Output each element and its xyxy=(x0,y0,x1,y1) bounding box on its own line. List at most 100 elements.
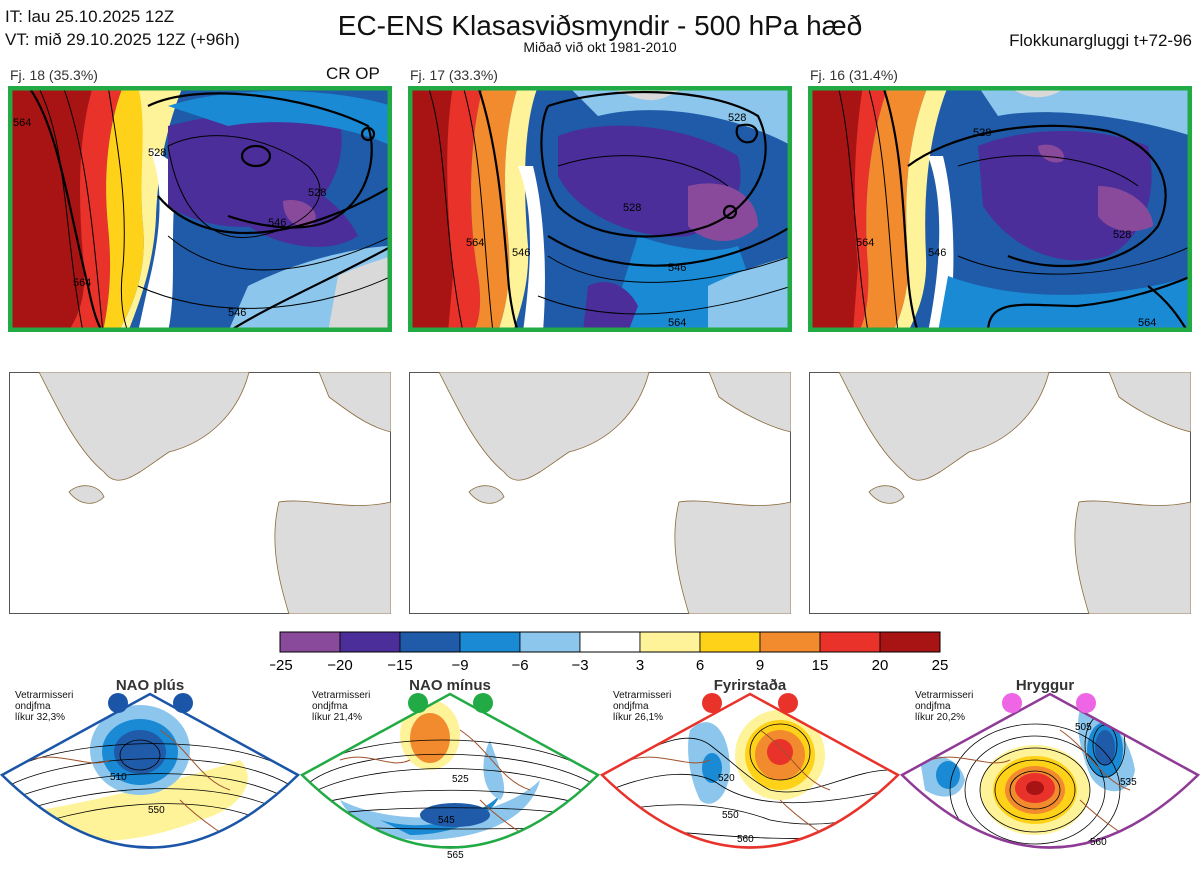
regime-2-contour-label: 565 xyxy=(447,850,464,861)
cluster-2-contour-label: 528 xyxy=(623,202,641,214)
colorbar-tick-label: −3 xyxy=(571,657,588,674)
colorbar: −25 −20 −15 −9 −6 −3 3 6 9 15 20 25 xyxy=(270,631,949,674)
regime-4-info: Vetrarmisseri ondjfma líkur 20,2% xyxy=(915,690,973,723)
regime-4-contour-label: 535 xyxy=(1120,777,1137,788)
regime-4-contour-label: 560 xyxy=(1090,837,1107,848)
colorbar-tick-label: −15 xyxy=(387,657,412,674)
regime-4-contour-label: 505 xyxy=(1075,722,1092,733)
colorbar-tick-label: −6 xyxy=(511,657,528,674)
regime-2-text2: ondjfma xyxy=(312,701,348,712)
regime-4-frame xyxy=(900,692,1200,849)
cluster-1-contour-label: 546 xyxy=(228,307,246,319)
regime-4-text2: ondjfma xyxy=(915,701,951,712)
regime-1-text1: Vetrarmisseri xyxy=(15,690,74,701)
cluster-2-label: Fj. 17 (33.3%) xyxy=(410,67,498,83)
cluster-2-contour-label: 528 xyxy=(728,112,746,124)
cluster-3-contour-label: 528 xyxy=(973,127,991,139)
colorbar-swatch xyxy=(639,631,701,653)
colorbar-swatch xyxy=(519,631,581,653)
cluster-2-map: 564 546 528 528 546 564 xyxy=(408,86,792,332)
valid-time: VT: mið 29.10.2025 12Z (+96h) xyxy=(5,30,240,49)
colorbar-tick-label: 25 xyxy=(932,657,949,674)
regime-1-prob: líkur 32,3% xyxy=(15,712,66,723)
regime-1-text2: ondjfma xyxy=(15,701,51,712)
cluster-3-contour-label: 546 xyxy=(928,247,946,259)
regime-3-prob: líkur 26,1% xyxy=(613,712,664,723)
window-label: Flokkunargluggi t+72-96 xyxy=(1009,31,1192,50)
regime-3-text1: Vetrarmisseri xyxy=(613,690,672,701)
cluster-2-contour-label: 564 xyxy=(466,237,484,249)
empty-map-1 xyxy=(9,372,391,614)
regime-4-title: Hryggur xyxy=(1015,677,1075,694)
regime-2-prob: líkur 21,4% xyxy=(312,712,363,723)
cluster-1-label: Fj. 18 (35.3%) xyxy=(10,67,98,83)
cluster-3-frame xyxy=(808,86,1192,332)
regime-1-marker xyxy=(108,693,128,713)
empty-map-2 xyxy=(409,372,791,614)
colorbar-swatch xyxy=(399,631,461,653)
colorbar-swatch xyxy=(699,631,761,653)
init-time: IT: lau 25.10.2025 12Z xyxy=(5,7,175,26)
regime-4-prob: líkur 20,2% xyxy=(915,712,966,723)
cluster-1-contour-label: 528 xyxy=(148,147,166,159)
colorbar-tick-label: −9 xyxy=(451,657,468,674)
colorbar-tick-label: 3 xyxy=(636,657,644,674)
cluster-2-contour-label: 546 xyxy=(512,247,530,259)
header-info: IT: lau 25.10.2025 12Z VT: mið 29.10.202… xyxy=(5,5,240,51)
cluster-1-contour-label: 564 xyxy=(73,277,91,289)
cluster-3-map: 564 528 528 546 564 xyxy=(808,86,1192,332)
cluster-3-label: Fj. 16 (31.4%) xyxy=(810,67,898,83)
page-title: EC-ENS Klasasviðsmyndir - 500 hPa hæð xyxy=(337,10,863,41)
colorbar-tick-label: 6 xyxy=(696,657,704,674)
regime-2-map: 525 545 565 xyxy=(300,692,600,861)
colorbar-swatch xyxy=(339,631,401,653)
cluster-1-contour-label: 546 xyxy=(268,217,286,229)
regime-2-frame xyxy=(300,692,600,849)
regime-1-info: Vetrarmisseri ondjfma líkur 32,3% xyxy=(15,690,73,723)
colorbar-swatch xyxy=(879,631,941,653)
regime-3-info: Vetrarmisseri ondjfma líkur 26,1% xyxy=(613,690,671,723)
regime-4-text1: Vetrarmisseri xyxy=(915,690,974,701)
cluster-1-map: 564 528 546 528 546 564 xyxy=(8,86,392,332)
colorbar-swatch xyxy=(759,631,821,653)
colorbar-swatch xyxy=(279,631,341,653)
regime-3-map: 520 550 560 xyxy=(600,692,900,849)
page-subtitle: Miðað við okt 1981-2010 xyxy=(523,39,677,55)
cluster-1-contour-label: 564 xyxy=(13,117,31,129)
cluster-2-contour-label: 546 xyxy=(668,262,686,274)
regime-2-marker xyxy=(473,693,493,713)
regime-2-contour-label: 525 xyxy=(452,774,469,785)
regime-4-map: 505 535 560 xyxy=(900,692,1200,849)
empty-map-3 xyxy=(809,372,1191,614)
regime-2-text1: Vetrarmisseri xyxy=(312,690,371,701)
colorbar-swatches xyxy=(279,631,941,653)
cluster-2-contour-label: 564 xyxy=(668,317,686,329)
colorbar-tick-label: 15 xyxy=(812,657,829,674)
colorbar-swatch xyxy=(579,631,641,653)
regime-3-contour-label: 560 xyxy=(737,834,754,845)
regime-3-contour-label: 520 xyxy=(718,773,735,784)
cluster-3-contour-label: 564 xyxy=(1138,317,1156,329)
regime-2-info: Vetrarmisseri ondjfma líkur 21,4% xyxy=(312,690,370,723)
cluster-2-frame xyxy=(408,86,792,332)
colorbar-tick-label: −20 xyxy=(327,657,352,674)
regime-2-contour-label: 545 xyxy=(438,815,455,826)
regime-1-contour-label: 510 xyxy=(110,772,127,783)
colorbar-swatch xyxy=(459,631,521,653)
colorbar-tick-label: 20 xyxy=(872,657,889,674)
regime-3-text2: ondjfma xyxy=(613,701,649,712)
regime-1-contour-label: 550 xyxy=(148,805,165,816)
regime-1-marker xyxy=(173,693,193,713)
regime-3-marker xyxy=(702,693,722,713)
regime-4-marker xyxy=(1076,693,1096,713)
colorbar-swatch xyxy=(819,631,881,653)
regime-2-marker xyxy=(408,693,428,713)
regime-1-title: NAO plús xyxy=(115,677,185,694)
cluster-3-contour-label: 528 xyxy=(1113,229,1131,241)
regime-3-contour-label: 550 xyxy=(722,810,739,821)
regime-3-title: Fyrirstaða xyxy=(713,677,787,694)
colorbar-tick-label: −25 xyxy=(270,657,293,674)
regime-3-marker xyxy=(778,693,798,713)
regime-4-marker xyxy=(1002,693,1022,713)
regime-1-frame xyxy=(0,692,300,849)
